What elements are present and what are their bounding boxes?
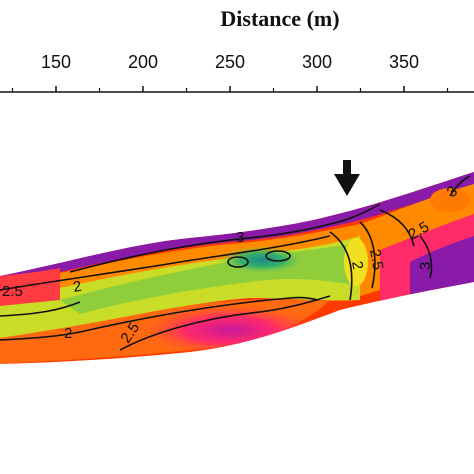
contour-2-5-right (379, 209, 415, 247)
contour-3-upper (69, 203, 381, 273)
contour-label: 2.5 (2, 283, 23, 300)
green-spot (218, 246, 306, 274)
arrow-shaft (343, 160, 351, 176)
contour-closed-green-1 (227, 256, 249, 268)
contour-label: 2 (72, 278, 83, 296)
contour-lines (0, 175, 471, 351)
contour-3-right (419, 235, 433, 279)
x-tick-label: 250 (215, 52, 245, 72)
arrow-head (334, 174, 360, 196)
band-left-red (0, 268, 60, 306)
orange-spot-right (430, 188, 470, 212)
contour-label: 2 (64, 325, 72, 342)
contour-3-top-right (449, 175, 471, 197)
contour-label: 2.5 (366, 248, 386, 271)
x-tick-label: 300 (302, 52, 332, 72)
contour-label: 3 (417, 262, 434, 270)
x-tick-label: 350 (389, 52, 419, 72)
contour-2-5-lower (119, 295, 331, 351)
contour-2-mid (0, 296, 319, 341)
band-top-purple (0, 172, 474, 286)
contour-closed-green-2 (265, 250, 291, 262)
resistivity-band (0, 172, 474, 364)
down-arrow-icon (334, 160, 360, 196)
x-tick-label: 150 (41, 52, 71, 72)
contour-2-5-upper (0, 235, 331, 291)
yellow-spot-right (344, 238, 368, 286)
contour-2-vertical (359, 221, 376, 289)
contour-3-lower (329, 231, 353, 301)
contour-2-left (0, 301, 81, 317)
band-right-purple (410, 236, 474, 296)
x-axis-title: Distance (m) (220, 6, 339, 31)
x-tick-label: 200 (128, 52, 158, 72)
contour-label: 2 (348, 260, 366, 271)
contour-label: 3 (236, 229, 244, 246)
